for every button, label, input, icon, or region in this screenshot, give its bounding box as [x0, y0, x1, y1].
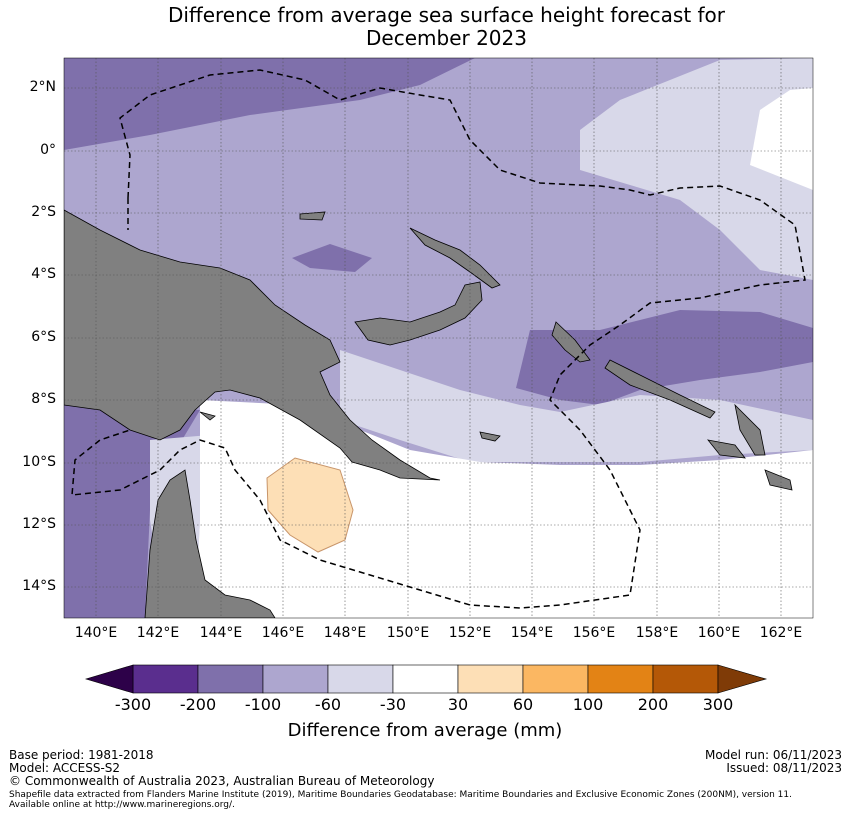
lat-label: 12°S	[22, 516, 56, 532]
colorbar-segment	[457, 664, 524, 694]
model-text: Model: ACCESS-S2	[9, 761, 121, 775]
colorbar-tick-label: -100	[244, 695, 282, 714]
band-strong-negative-patch	[292, 244, 372, 272]
makira-island	[764, 469, 793, 491]
lat-label: 8°S	[31, 391, 56, 407]
band-light-negative-south	[340, 350, 813, 462]
lon-label: 142°E	[136, 625, 180, 641]
lon-label: 158°E	[635, 625, 679, 641]
lon-label: 162°E	[759, 625, 803, 641]
colorbar-tick-label: 300	[702, 695, 734, 714]
colorbar-tick-label: -30	[379, 695, 407, 714]
eez-boundary-line	[71, 69, 806, 609]
lon-label: 148°E	[323, 625, 367, 641]
colorbar-segment	[197, 664, 264, 694]
band-neutral-north	[750, 88, 813, 190]
band-positive-patch	[266, 457, 354, 553]
colorbar-tick-label: -60	[314, 695, 342, 714]
colorbar-segment	[132, 664, 199, 694]
lon-label: 152°E	[448, 625, 492, 641]
small-islands-west	[199, 411, 216, 421]
colorbar	[84, 664, 768, 694]
graticule	[64, 58, 813, 618]
louisiade-islands	[479, 431, 501, 442]
lon-label: 144°E	[199, 625, 243, 641]
lat-label: 0°	[40, 142, 56, 158]
colorbar-segment	[652, 664, 719, 694]
colorbar-tick-label: -200	[179, 695, 217, 714]
model-run-text: Model run: 06/11/2023	[704, 748, 842, 762]
shapefile-line-2: Available online at http://www.marinereg…	[9, 800, 235, 810]
footer-right: Model run: 06/11/2023 Issued: 08/11/2023	[705, 749, 842, 775]
lat-label: 2°S	[31, 204, 56, 220]
guadalcanal-island	[707, 439, 746, 459]
lat-label: 4°S	[31, 266, 56, 282]
solomon-islands-south	[734, 403, 766, 456]
new-britain-island	[354, 281, 483, 346]
colorbar-tick-label: 100	[572, 695, 604, 714]
band-strong-negative-east	[516, 310, 813, 405]
title-line-1: Difference from average sea surface heig…	[167, 3, 726, 27]
colorbar-tick-label: -300	[114, 695, 152, 714]
band-strong-negative-north	[64, 58, 475, 150]
lat-label: 2°N	[29, 79, 56, 95]
chart-title: Difference from average sea surface heig…	[0, 4, 850, 50]
colorbar-over-arrow	[717, 664, 768, 694]
manus-island	[299, 211, 326, 221]
colorbar-segment	[392, 664, 459, 694]
colorbar-title: Difference from average (mm)	[287, 720, 563, 741]
shapefile-note: Shapefile data extracted from Flanders M…	[9, 790, 792, 810]
band-light-negative-north	[580, 58, 813, 280]
lat-label: 14°S	[22, 578, 56, 594]
lon-label: 160°E	[697, 625, 741, 641]
solomon-islands-north	[604, 359, 716, 419]
lon-label: 146°E	[261, 625, 305, 641]
colorbar-tick-label: 200	[637, 695, 669, 714]
title-line-2: December 2023	[366, 26, 527, 50]
issued-text: Issued: 08/11/2023	[726, 761, 842, 775]
colorbar-segment	[587, 664, 654, 694]
copyright-text: © Commonwealth of Australia 2023, Austra…	[9, 774, 435, 788]
lon-label: 154°E	[510, 625, 554, 641]
colorbar-segment	[522, 664, 589, 694]
bougainville-island	[551, 321, 591, 363]
colorbar-under-arrow	[84, 664, 134, 694]
map-frame	[63, 57, 814, 619]
base-period-text: Base period: 1981-2018	[9, 748, 154, 762]
colorbar-segment	[327, 664, 394, 694]
lat-label: 6°S	[31, 329, 56, 345]
colorbar-segment	[262, 664, 329, 694]
new-ireland-island	[409, 227, 501, 289]
lon-label: 156°E	[572, 625, 616, 641]
shapefile-line-1: Shapefile data extracted from Flanders M…	[9, 790, 792, 800]
footer-left: Base period: 1981-2018 Model: ACCESS-S2 …	[9, 749, 434, 788]
lon-label: 150°E	[386, 625, 430, 641]
lon-label: 140°E	[74, 625, 118, 641]
colorbar-tick-label: 60	[512, 695, 534, 714]
lat-label: 10°S	[22, 454, 56, 470]
colorbar-tick-label: 30	[447, 695, 469, 714]
